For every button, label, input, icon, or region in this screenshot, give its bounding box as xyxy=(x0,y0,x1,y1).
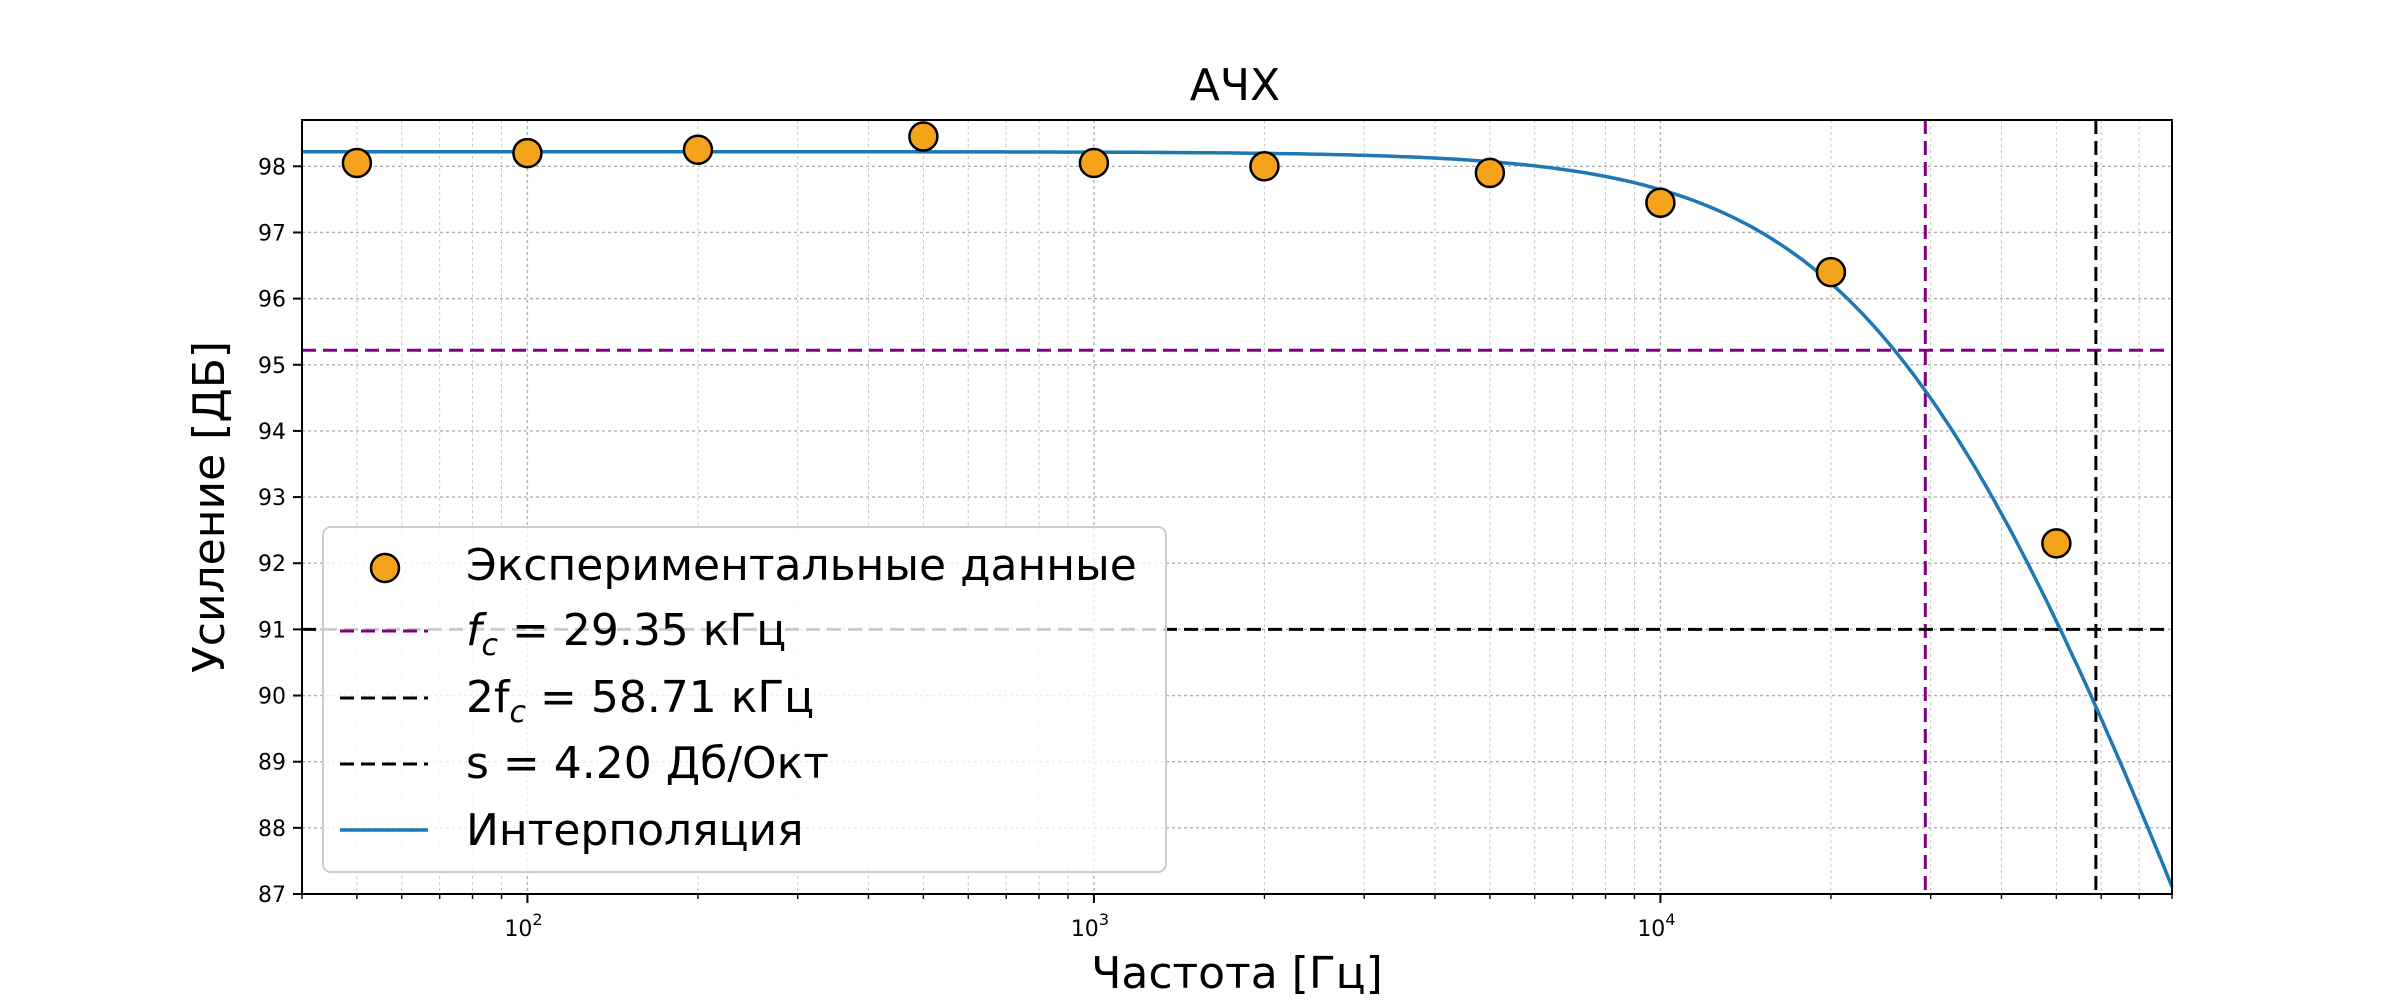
y-tick-label: 98 xyxy=(258,155,286,180)
x-axis-ticks: 102 103 104 xyxy=(301,894,2173,942)
legend-label-2fc-rest: = 58.71 кГц xyxy=(526,672,814,723)
data-point xyxy=(1645,187,1676,218)
data-point xyxy=(908,121,939,152)
data-points xyxy=(341,121,2072,559)
y-tick-label: 88 xyxy=(258,817,286,842)
data-point xyxy=(682,134,714,166)
legend: Экспериментальные данные fc = 29.35 кГц … xyxy=(322,526,1167,873)
y-axis-label: Усиление [ДБ] xyxy=(184,341,235,673)
chart-title: АЧХ xyxy=(1190,60,1280,111)
y-tick-label: 89 xyxy=(258,751,286,776)
y-tick-label: 91 xyxy=(258,618,286,643)
data-point xyxy=(1474,157,1506,189)
y-tick-label: 97 xyxy=(258,221,286,246)
interpolation-curve xyxy=(302,150,2174,888)
data-point xyxy=(1249,151,1280,182)
reference-lines xyxy=(302,120,2172,894)
legend-label-fc-rest: = 29.35 кГц xyxy=(498,605,786,656)
y-tick-label: 96 xyxy=(258,288,286,313)
x-tick-label: 102 xyxy=(504,910,542,942)
data-point xyxy=(341,147,373,179)
y-axis-ticks: 87 88 89 90 91 92 93 94 95 96 97 98 xyxy=(258,155,302,908)
interpolation-curve-group xyxy=(302,150,2174,888)
legend-label-2fc-prefix: 2f xyxy=(466,672,511,723)
legend-label-fc-sub: c xyxy=(482,628,499,663)
plot-frame xyxy=(301,119,2173,895)
y-tick-label: 94 xyxy=(258,420,286,445)
legend-label-interpolation: Интерполяция xyxy=(466,805,804,856)
data-point xyxy=(1815,256,1847,288)
legend-label-2fc-sub: c xyxy=(509,695,526,730)
y-tick-label: 95 xyxy=(258,354,286,379)
legend-label-experimental: Экспериментальные данные xyxy=(466,540,1137,591)
x-tick-label: 103 xyxy=(1071,910,1109,942)
legend-label-2fc: 2fc = 58.71 кГц xyxy=(466,672,814,730)
legend-label-slope: s = 4.20 Дб/Окт xyxy=(466,738,829,789)
legend-marker-experimental xyxy=(369,552,401,584)
y-tick-label: 93 xyxy=(258,486,286,511)
data-point xyxy=(1078,147,1110,179)
y-tick-label: 87 xyxy=(258,883,286,908)
y-tick-label: 92 xyxy=(258,552,286,577)
data-point xyxy=(512,137,543,169)
y-tick-label: 90 xyxy=(258,685,286,710)
data-point xyxy=(2041,528,2072,559)
x-axis-label: Частота [Гц] xyxy=(1091,948,1383,999)
x-tick-label: 104 xyxy=(1637,910,1675,942)
legend-label-fc: fc = 29.35 кГц xyxy=(466,605,786,663)
legend-box xyxy=(322,526,1167,873)
